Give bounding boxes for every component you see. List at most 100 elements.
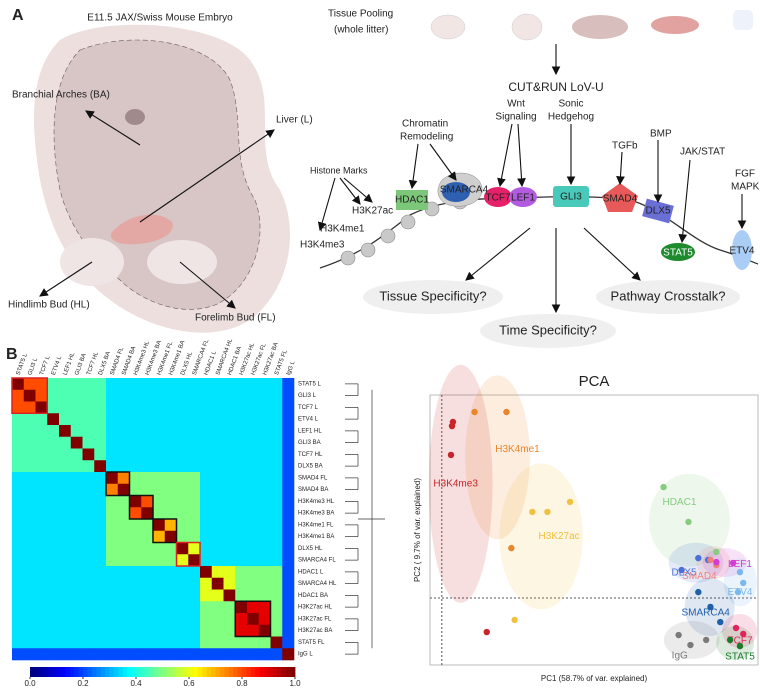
pathway-label: TGFb [612,141,638,152]
x-axis-label: PC1 (58.7% of var. explained) [541,674,648,683]
heat-cell [59,636,72,649]
heat-cell [82,472,95,485]
heat-cell [35,436,48,449]
heat-cell [23,460,36,473]
tissue-label: Liver (L) [276,115,313,126]
heat-cell [235,519,248,532]
heat-cell [258,389,271,402]
heat-cell [106,577,119,590]
group-ellipse [499,463,583,610]
heat-cell [94,542,107,555]
point [736,642,744,650]
heat-cell [141,483,154,496]
heat-cell [282,601,295,614]
heat-cell [47,636,60,649]
heat-cell [188,507,201,520]
heat-cell [141,472,154,485]
heat-cell [82,613,95,626]
heat-cell [94,460,107,473]
heat-cell [211,389,224,402]
colorbar [74,667,79,677]
heat-cell [23,472,36,485]
heat-cell [258,413,271,426]
heat-cell [282,436,295,449]
heat-cell [176,566,189,579]
heat-cell [129,624,142,637]
heat-cell [164,472,177,485]
heat-cell [141,648,154,661]
colorbar [109,667,115,677]
heat-cell [70,472,83,485]
heat-cell [211,460,224,473]
heat-cell [247,566,260,579]
protein-label: LEF1 [511,193,535,204]
heat-cell [141,542,154,555]
heat-cell [12,554,25,567]
arrow [85,110,141,146]
heat-cell [258,507,271,520]
protein-label: ETV4 [729,246,754,257]
heat-cell [117,519,130,532]
point [736,568,744,576]
heat-cell [47,413,60,426]
heat-cell [117,542,130,555]
heat-cell [153,542,166,555]
heat-cell [141,530,154,543]
plot-frame [429,394,759,666]
heat-cell [117,448,130,461]
protein-label: TCF7 [486,193,511,204]
heat-cell [129,601,142,614]
pathway-label: Wnt [507,99,525,110]
question-bubble [480,314,616,348]
point [566,498,574,506]
heat-cell [270,495,283,508]
heat-cell [117,378,130,391]
heat-cell [12,413,25,426]
heat-cell [211,636,224,649]
heat-cell [223,425,236,438]
heat-cell [141,577,154,590]
colorbar-tick-label: 1.0 [289,679,301,688]
group-label: IgG [672,651,688,662]
heat-cell [59,460,72,473]
heat-cell [82,648,95,661]
heat-cell [211,378,224,391]
heat-cell [59,519,72,532]
heat-cell [164,401,177,414]
heat-cell [70,389,83,402]
heat-cell [129,389,142,402]
heat-cell [94,554,107,567]
heat-cell [106,554,119,567]
heat-cell [59,425,72,438]
heat-cell [200,483,213,496]
heat-cell [223,507,236,520]
panel-label: A [12,7,24,24]
heat-cell [211,436,224,449]
heat-cell [200,413,213,426]
heat-cell [211,554,224,567]
heat-cell [59,495,72,508]
heat-cell [270,472,283,485]
heat-cell [153,495,166,508]
heat-cell [282,507,295,520]
heat-cell [270,577,283,590]
heat-cell [94,425,107,438]
heat-cell [164,601,177,614]
point [508,544,515,552]
heat-cell [129,577,142,590]
heat-cell [211,542,224,555]
point [707,556,714,564]
heat-cell [270,483,283,496]
heat-cell [82,624,95,637]
heat-cell [117,648,130,661]
heat-cell [247,507,260,520]
heat-cell [70,460,83,473]
heat-cell [200,554,213,567]
heat-cell [258,648,271,661]
heat-cell [59,542,72,555]
heat-cell [47,460,60,473]
row-label: SMAD4 FL [298,475,328,481]
row-label: HDAC1 BA [298,593,328,599]
heat-cell [47,401,60,414]
heat-cell [141,601,154,614]
